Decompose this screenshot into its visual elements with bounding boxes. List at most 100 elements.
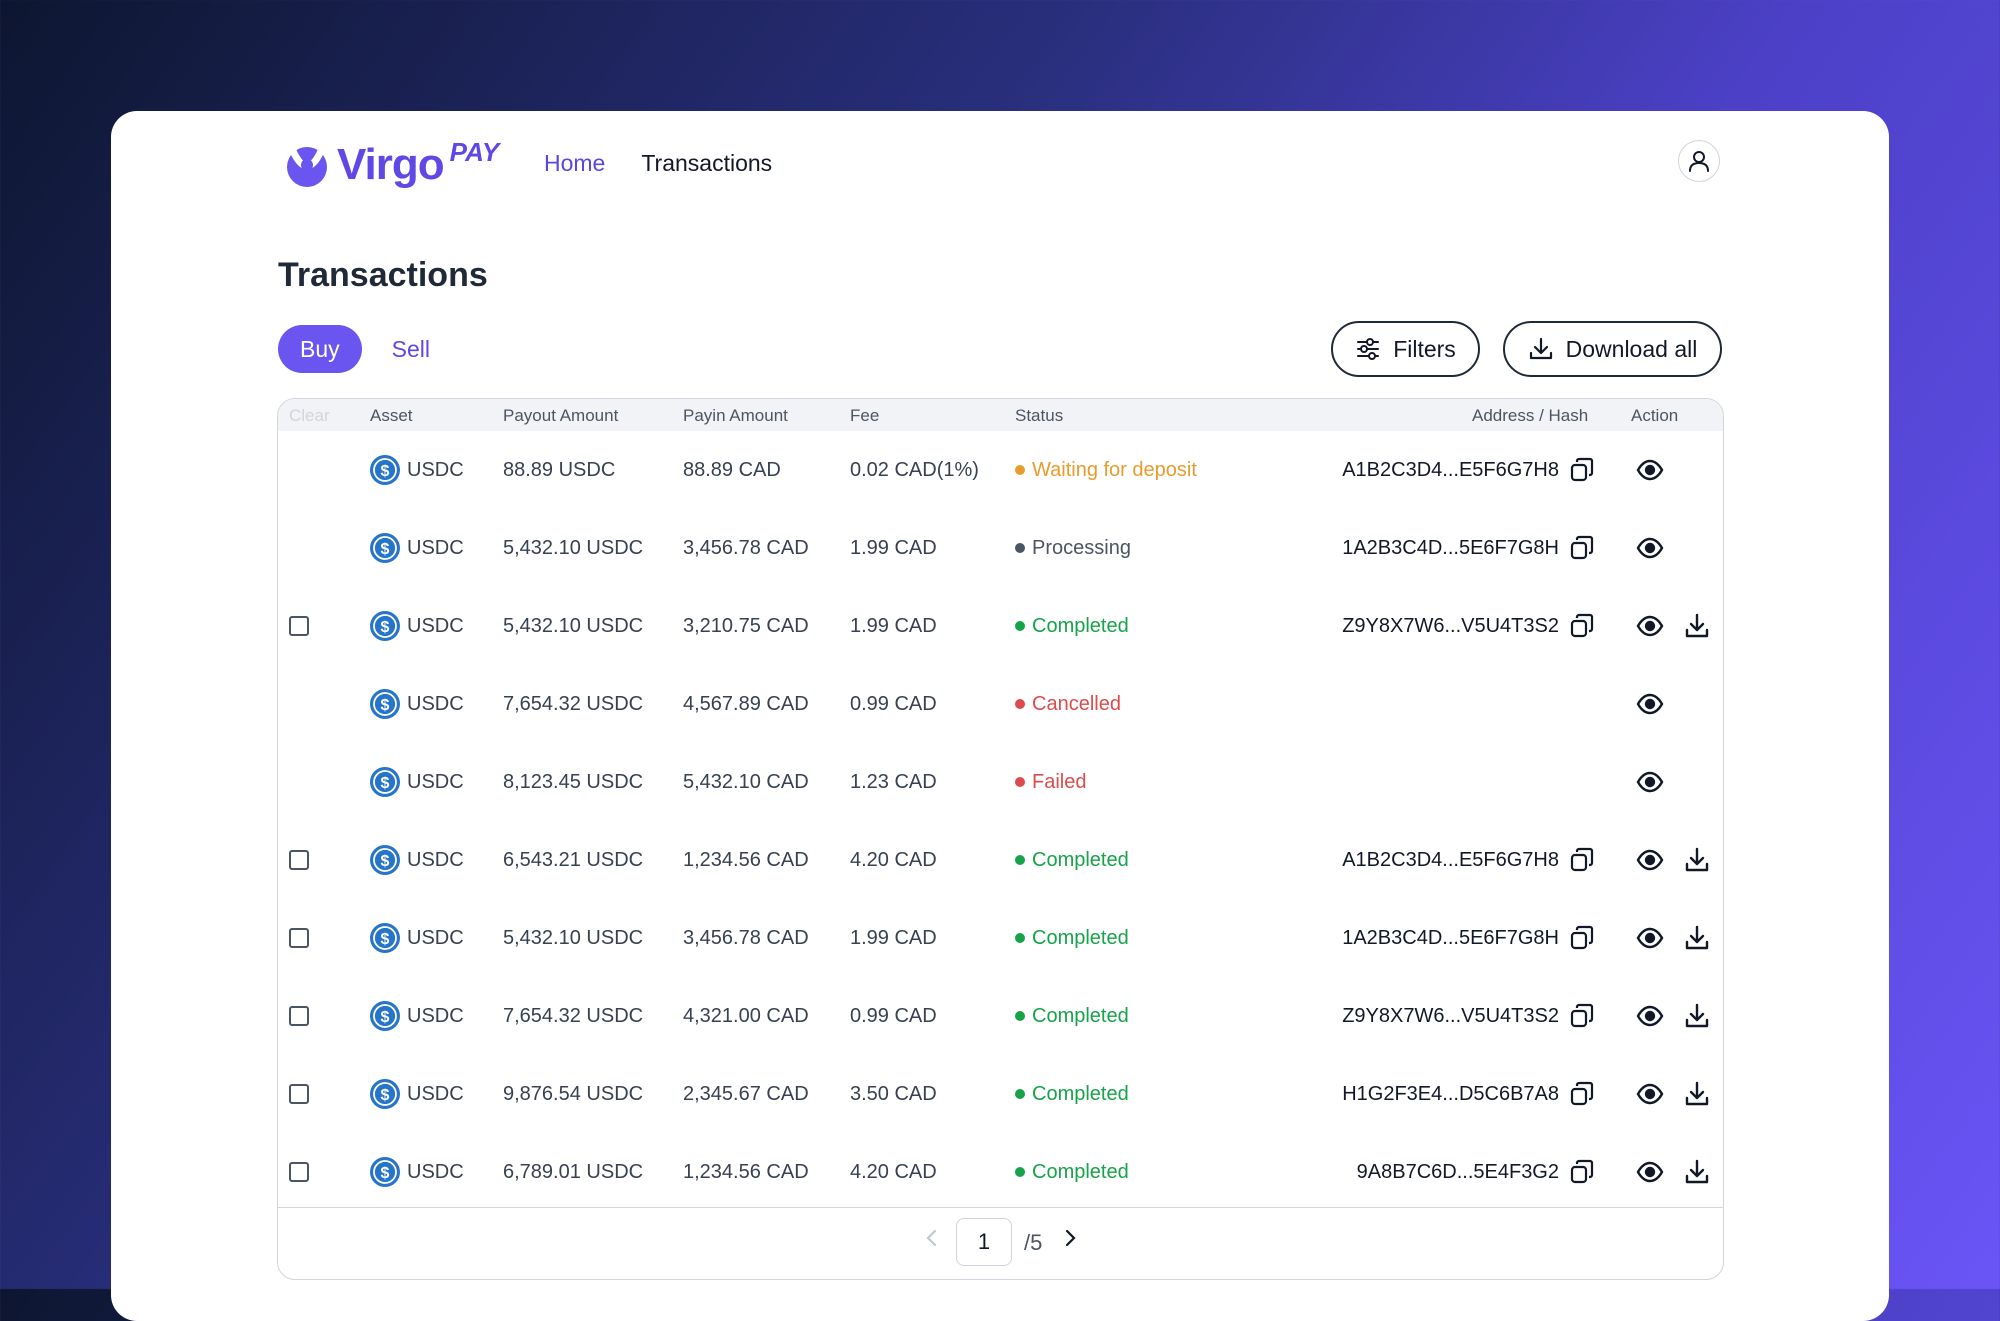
fee-amount: 4.20 CAD (850, 848, 937, 871)
row-checkbox[interactable] (289, 1084, 309, 1104)
tab-sell[interactable]: Sell (384, 325, 438, 373)
download-icon[interactable] (1680, 843, 1714, 877)
status-dot (1015, 621, 1025, 631)
copy-icon[interactable] (1569, 535, 1595, 561)
table-row[interactable]: $ USDC 5,432.10 USDC 3,210.75 CAD 1.99 CAD Co… (278, 587, 1723, 665)
status-dot (1015, 777, 1025, 787)
filters-button[interactable]: Filters (1331, 321, 1480, 377)
table-row[interactable]: $ USDC 7,654.32 USDC 4,321.00 CAD 0.99 CAD Co… (278, 977, 1723, 1055)
row-checkbox[interactable] (289, 1162, 309, 1182)
hash-value: 9A8B7C6D...5E4F3G2 (1356, 1160, 1559, 1183)
hash-value: Z9Y8X7W6...V5U4T3S2 (1342, 1004, 1559, 1027)
address-hash: 9A8B7C6D...5E4F3G2 (1357, 1133, 1595, 1211)
copy-icon[interactable] (1569, 925, 1595, 951)
row-checkbox[interactable] (289, 1006, 309, 1026)
hash-value: H1G2F3E4...D5C6B7A8 (1342, 1082, 1559, 1105)
profile-button[interactable] (1678, 140, 1720, 182)
table-row[interactable]: $ USDC 5,432.10 USDC 3,456.78 CAD 1.99 CAD Pr… (278, 509, 1723, 587)
table-row[interactable]: $ USDC 5,432.10 USDC 3,456.78 CAD 1.99 CAD Co… (278, 899, 1723, 977)
table-row[interactable]: $ USDC 8,123.45 USDC 5,432.10 CAD 1.23 CAD Fa… (278, 743, 1723, 821)
view-icon[interactable] (1633, 999, 1667, 1033)
brand-logo[interactable]: Virgo PAY (283, 137, 499, 191)
fee-amount: 1.23 CAD (850, 770, 937, 793)
row-checkbox[interactable] (289, 616, 309, 636)
asset-name: USDC (407, 614, 464, 637)
user-icon (1689, 151, 1709, 172)
next-page-button[interactable] (1058, 1226, 1082, 1255)
row-checkbox[interactable] (289, 850, 309, 870)
table-row[interactable]: $ USDC 6,789.01 USDC 1,234.56 CAD 4.20 CAD Co… (278, 1133, 1723, 1211)
copy-icon[interactable] (1569, 1081, 1595, 1107)
payin-amount: 2,345.67 CAD (683, 1082, 809, 1105)
usdc-icon: $ (369, 1156, 401, 1188)
download-icon (1529, 337, 1552, 360)
status-dot (1015, 1167, 1025, 1177)
download-icon[interactable] (1680, 1155, 1714, 1189)
col-asset: Asset (370, 406, 413, 425)
copy-icon[interactable] (1569, 847, 1595, 873)
copy-icon[interactable] (1569, 613, 1595, 639)
table-row[interactable]: $ USDC 88.89 USDC 88.89 CAD 0.02 CAD(1%) Wait… (278, 431, 1723, 509)
row-checkbox[interactable] (289, 928, 309, 948)
svg-text:$: $ (381, 775, 390, 792)
status-label: Completed (1032, 614, 1129, 637)
download-icon[interactable] (1680, 999, 1714, 1033)
col-clear[interactable]: Clear (289, 406, 330, 425)
nav-home[interactable]: Home (544, 150, 606, 176)
table-row[interactable]: $ USDC 6,543.21 USDC 1,234.56 CAD 4.20 CAD Co… (278, 821, 1723, 899)
status-label: Failed (1032, 770, 1087, 793)
usdc-icon: $ (369, 1078, 401, 1110)
status-badge: Completed (1015, 587, 1129, 665)
nav-transactions[interactable]: Transactions (641, 150, 773, 176)
download-icon[interactable] (1680, 609, 1714, 643)
buy-sell-tabs: Buy Sell (278, 325, 438, 373)
prev-page-button[interactable] (920, 1226, 944, 1255)
view-icon[interactable] (1633, 453, 1667, 487)
view-icon[interactable] (1633, 1077, 1667, 1111)
page-title: Transactions (278, 256, 488, 294)
col-action: Action (1631, 406, 1679, 425)
asset-name: USDC (407, 770, 464, 793)
usdc-icon: $ (369, 922, 401, 954)
status-badge: Completed (1015, 977, 1129, 1055)
pagination: 1 /5 (278, 1207, 1723, 1279)
download-all-label: Download all (1565, 335, 1698, 362)
status-label: Waiting for deposit (1032, 458, 1197, 481)
address-hash: Z9Y8X7W6...V5U4T3S2 (1342, 977, 1595, 1055)
usdc-icon: $ (369, 844, 401, 876)
table-row[interactable]: $ USDC 7,654.32 USDC 4,567.89 CAD 0.99 CAD Ca… (278, 665, 1723, 743)
fee-amount: 4.20 CAD (850, 1160, 937, 1183)
view-icon[interactable] (1633, 609, 1667, 643)
view-icon[interactable] (1633, 687, 1667, 721)
usdc-icon: $ (369, 454, 401, 486)
table-row[interactable]: $ USDC 9,876.54 USDC 2,345.67 CAD 3.50 CAD Co… (278, 1055, 1723, 1133)
download-icon[interactable] (1680, 921, 1714, 955)
status-dot (1015, 1089, 1025, 1099)
asset-name: USDC (407, 536, 464, 559)
status-badge: Processing (1015, 509, 1131, 587)
copy-icon[interactable] (1569, 457, 1595, 483)
hash-value: A1B2C3D4...E5F6G7H8 (1342, 458, 1559, 481)
copy-icon[interactable] (1569, 1003, 1595, 1029)
address-hash: 1A2B3C4D...5E6F7G8H (1342, 509, 1595, 587)
view-icon[interactable] (1633, 531, 1667, 565)
download-all-button[interactable]: Download all (1503, 321, 1722, 377)
status-dot (1015, 855, 1025, 865)
view-icon[interactable] (1633, 843, 1667, 877)
status-dot (1015, 933, 1025, 943)
tab-buy[interactable]: Buy (278, 325, 362, 373)
virgo-logo-icon (287, 147, 327, 187)
filters-label: Filters (1393, 335, 1456, 362)
payin-amount: 1,234.56 CAD (683, 1160, 809, 1183)
view-icon[interactable] (1633, 1155, 1667, 1189)
download-icon[interactable] (1680, 1077, 1714, 1111)
view-icon[interactable] (1633, 765, 1667, 799)
fee-amount: 1.99 CAD (850, 536, 937, 559)
page-input[interactable]: 1 (956, 1218, 1012, 1266)
copy-icon[interactable] (1569, 1159, 1595, 1185)
top-nav: Home Transactions (544, 150, 772, 177)
payin-amount: 3,210.75 CAD (683, 614, 809, 637)
asset-name: USDC (407, 692, 464, 715)
svg-text:$: $ (381, 1087, 390, 1104)
view-icon[interactable] (1633, 921, 1667, 955)
